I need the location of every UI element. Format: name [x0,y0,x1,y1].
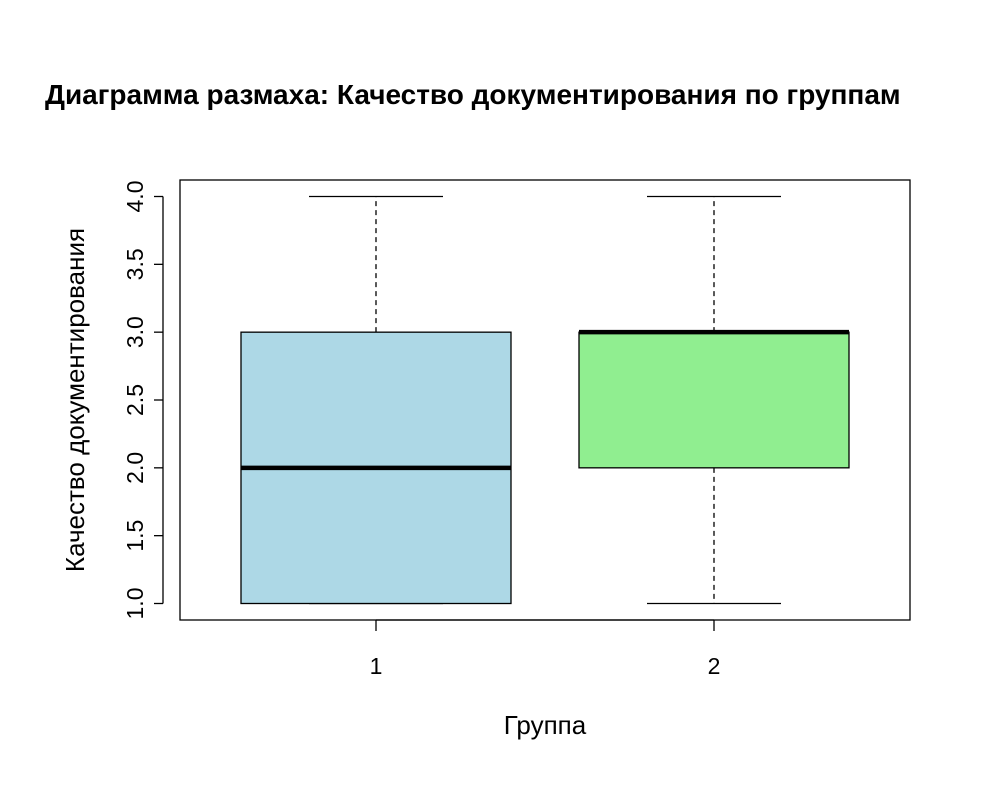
box-group-2 [578,195,850,605]
y-tick-label: 3.5 [122,248,148,280]
boxes-layer [240,195,850,605]
y-tick-label: 3.0 [122,316,148,348]
y-tick-label: 2.5 [122,384,148,416]
y-tick-label: 4.0 [122,181,148,213]
y-axis-label: Качество документирования [60,228,90,572]
chart-title: Диаграмма размаха: Качество документиров… [45,79,901,110]
iqr-box [578,331,850,469]
box-group-1 [240,195,512,605]
x-axis-label: Группа [504,710,587,740]
y-tick-label: 1.5 [122,520,148,552]
y-tick-label: 2.0 [122,452,148,484]
y-axis: 1.0 1.5 2.0 2.5 3.0 3.5 4.0 [122,181,164,620]
x-tick-label: 1 [370,653,383,679]
x-tick-label: 2 [708,653,721,679]
y-tick-label: 1.0 [122,588,148,620]
